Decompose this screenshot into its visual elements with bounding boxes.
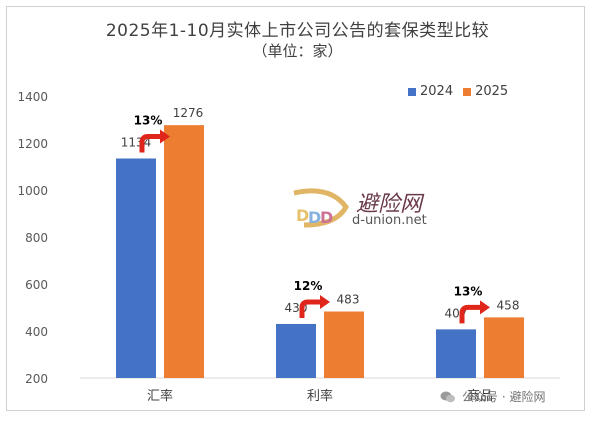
legend-item-2025: 2025: [463, 84, 508, 99]
growth-label: 12%: [294, 279, 323, 293]
y-tick-label: 600: [25, 278, 48, 292]
bar-2024: [276, 323, 316, 378]
svg-text:D: D: [308, 208, 321, 227]
bar-2025: [324, 311, 364, 378]
svg-text:D: D: [320, 208, 333, 227]
legend-label-2025: 2025: [475, 84, 509, 99]
watermark-logo-icon: D D D: [293, 188, 349, 228]
legend-swatch-2025: [463, 87, 472, 96]
growth-arrow-icon: [459, 304, 482, 324]
bar-2025: [164, 125, 204, 378]
watermark-en: d-union.net: [352, 213, 427, 228]
svg-text:D: D: [296, 206, 309, 225]
chart-title: 2025年1-10月实体上市公司公告的套保类型比较: [105, 21, 490, 41]
legend-swatch-2024: [408, 87, 416, 96]
x-tick-label: 利率: [307, 388, 333, 404]
y-tick-label: 800: [25, 231, 48, 245]
x-tick-label: 商品: [467, 389, 493, 404]
watermark-cn: 避险网: [356, 192, 423, 217]
data-label-2025: 458: [497, 298, 520, 312]
chart-subtitle: （单位：家）: [252, 42, 343, 60]
legend-label-2024: 2024: [420, 84, 454, 99]
growth-label: 13%: [454, 284, 483, 298]
x-tick-label: 汇率: [147, 388, 173, 404]
bar-2025: [484, 317, 524, 378]
y-tick-label: 1000: [17, 184, 48, 198]
bar-2024: [116, 158, 156, 378]
data-label-2025: 1276: [173, 106, 204, 120]
growth-arrow-icon: [139, 134, 162, 153]
wechat-icon: [440, 391, 455, 402]
y-tick-label: 200: [25, 372, 48, 386]
legend-item-2024: 2024: [408, 84, 453, 99]
growth-arrowhead-icon: [160, 129, 170, 144]
y-tick-label: 1400: [17, 90, 48, 104]
legend: 2024 2025: [408, 84, 518, 99]
growth-arrowhead-icon: [480, 300, 490, 315]
growth-arrowhead-icon: [320, 294, 330, 309]
data-label-2025: 483: [337, 292, 360, 306]
y-tick-label: 400: [25, 325, 48, 339]
growth-arrow-icon: [299, 299, 322, 318]
footer-text: 公众号 · 避险网: [462, 390, 546, 404]
y-tick-label: 1200: [17, 137, 48, 151]
footer: 公众号 · 避险网: [440, 388, 545, 405]
bar-2024: [436, 329, 476, 378]
growth-label: 13%: [134, 114, 163, 128]
